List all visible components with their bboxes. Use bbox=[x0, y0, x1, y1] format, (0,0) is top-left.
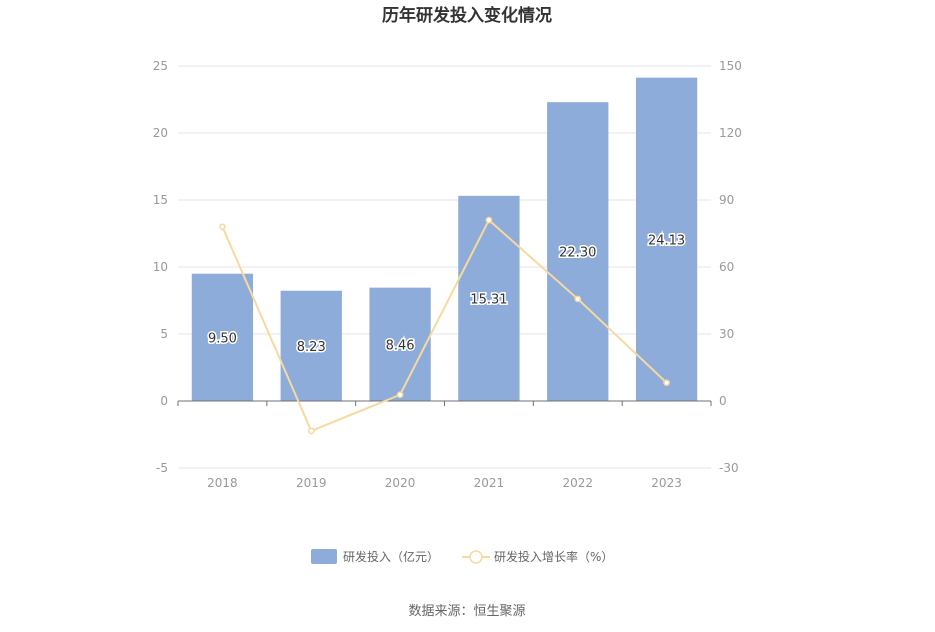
bar[interactable] bbox=[635, 77, 698, 402]
bar[interactable] bbox=[191, 273, 254, 401]
line-point[interactable] bbox=[574, 295, 582, 303]
left-tick-label: 20 bbox=[153, 126, 168, 140]
line-point[interactable] bbox=[485, 216, 493, 224]
bar-series bbox=[191, 77, 698, 402]
legend-line-label[interactable]: 研发投入增长率（%） bbox=[494, 549, 613, 564]
bar[interactable] bbox=[369, 287, 431, 401]
line-point[interactable] bbox=[219, 223, 226, 231]
right-tick-label: 60 bbox=[719, 260, 734, 274]
source-note: 数据来源：恒生聚源 bbox=[408, 604, 525, 619]
x-tick-label: 2021 bbox=[474, 476, 505, 490]
left-tick-label: 10 bbox=[153, 260, 168, 274]
grid bbox=[178, 65, 711, 469]
x-tick-label: 2022 bbox=[562, 476, 593, 490]
left-axis: -5 0 5 10 15 20 25 bbox=[153, 59, 168, 475]
right-axis: -30 0 30 60 90 120 150 bbox=[719, 59, 742, 475]
left-tick-label: 5 bbox=[160, 327, 168, 341]
chart-title: 历年研发投入变化情况 bbox=[382, 5, 552, 26]
bar-value-label: 22.30 bbox=[559, 246, 596, 261]
right-tick-label: -30 bbox=[719, 461, 739, 475]
bar-value-label: 9.50 bbox=[208, 331, 237, 346]
right-tick-label: 0 bbox=[719, 394, 727, 408]
x-axis: 2018 2019 2020 2021 2022 2023 bbox=[177, 400, 712, 490]
left-tick-label: 25 bbox=[153, 59, 168, 73]
legend[interactable]: 研发投入（亿元） 研发投入增长率（%） bbox=[311, 549, 613, 564]
legend-bar-swatch[interactable] bbox=[311, 549, 337, 564]
bar-labels: 9.50 8.23 8.46 15.31 22.30 24.13 bbox=[206, 232, 686, 357]
x-tick-label: 2020 bbox=[385, 476, 416, 490]
legend-line-marker[interactable] bbox=[469, 550, 483, 564]
line-point[interactable] bbox=[307, 427, 315, 435]
bar-value-label: 15.31 bbox=[470, 292, 507, 307]
bar-value-label: 8.46 bbox=[386, 338, 415, 353]
line-point[interactable] bbox=[396, 391, 404, 399]
growth-line bbox=[221, 218, 668, 433]
right-tick-label: 150 bbox=[719, 59, 742, 73]
line-series bbox=[219, 216, 670, 435]
right-tick-label: 120 bbox=[719, 126, 742, 140]
left-tick-label: 15 bbox=[153, 193, 168, 207]
x-tick-label: 2018 bbox=[207, 476, 238, 490]
left-tick-label: -5 bbox=[156, 461, 168, 475]
x-tick-label: 2019 bbox=[296, 476, 327, 490]
bar-value-label: 8.23 bbox=[297, 340, 326, 355]
left-tick-label: 0 bbox=[160, 394, 168, 408]
bar[interactable] bbox=[547, 102, 609, 402]
bar-value-label: 24.13 bbox=[648, 233, 685, 248]
legend-bar-label[interactable]: 研发投入（亿元） bbox=[343, 549, 439, 564]
right-tick-label: 30 bbox=[719, 327, 734, 341]
x-tick-label: 2023 bbox=[651, 476, 682, 490]
line-point[interactable] bbox=[663, 379, 670, 387]
right-tick-label: 90 bbox=[719, 193, 734, 207]
bar[interactable] bbox=[458, 195, 520, 401]
